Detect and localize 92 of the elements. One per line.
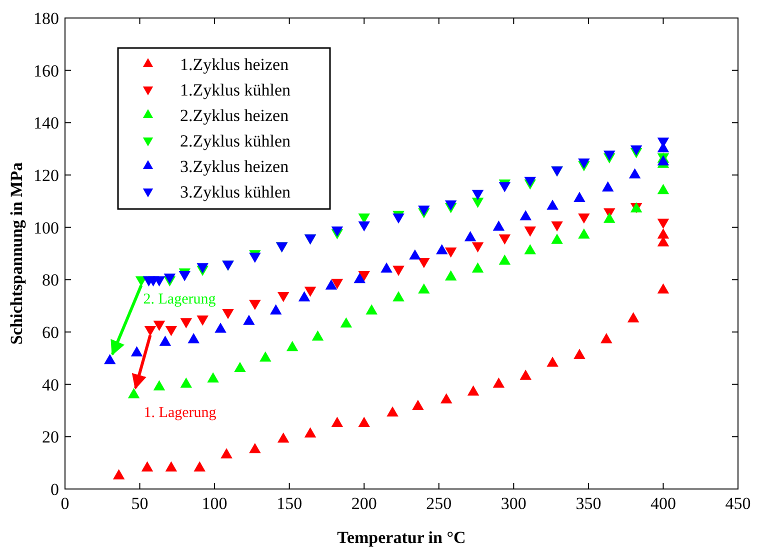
point [524,176,536,188]
x-tick-label: 50 [131,494,148,513]
point [472,242,484,252]
point [128,388,140,398]
point [214,322,226,333]
point [524,226,536,237]
point [331,226,344,237]
legend-label: 3.Zyklus kühlen [180,182,291,202]
point [260,351,272,362]
point [234,362,246,372]
x-axis-title: Temperatur in °C [337,528,466,547]
y-tick-label: 160 [34,61,59,80]
point [444,247,457,258]
point [112,469,125,480]
x-tick-label: 350 [576,494,602,513]
annotation: 2. Lagerung [143,292,216,308]
point [498,182,511,192]
legend-label: 1.Zyklus kühlen [180,80,291,100]
point [141,461,154,472]
y-tick-label: 80 [42,270,59,290]
y-tick-label: 140 [34,114,59,133]
y-tick-label: 60 [42,323,59,342]
point [386,406,398,417]
y-tick-label: 0 [50,480,59,499]
point [178,271,191,282]
legend-label: 2.Zyklus kühlen [180,132,291,150]
point [164,274,176,284]
point [444,200,457,211]
point [331,278,344,290]
point [130,346,143,356]
point [142,276,155,286]
x-tick-label: 450 [725,494,751,513]
y-tick-label: 20 [42,428,59,447]
point [104,354,116,364]
point [412,400,424,410]
point [153,380,166,390]
x-tick-label: 400 [650,494,676,513]
point [358,271,370,282]
point [304,427,316,438]
point [180,378,192,388]
point [467,385,480,396]
point [578,213,590,224]
point [159,336,172,346]
point [340,317,352,328]
point [249,252,261,263]
point [546,356,558,367]
point [249,442,261,454]
point [304,286,316,297]
point [440,393,452,404]
y-tick-label: 100 [34,218,59,238]
x-tick-label: 250 [426,494,452,513]
annotation: 1. Lagerung [144,404,217,421]
point [277,432,290,443]
point [220,448,232,458]
point [392,213,404,224]
point [551,221,563,232]
point [207,372,219,382]
point [358,416,370,427]
point [418,206,430,216]
point [418,258,430,268]
point [194,461,206,472]
point [196,263,208,274]
x-tick-label: 300 [500,494,526,513]
x-tick-label: 200 [351,494,377,513]
point [498,234,511,245]
point [600,333,612,344]
point [603,150,616,161]
point [165,461,178,472]
x-tick-label: 100 [202,494,228,513]
point [286,340,298,352]
point [492,378,505,388]
point [520,370,532,380]
y-tick-label: 120 [34,166,59,185]
y-axis-title: Schichtspannung in MPa [7,162,26,345]
point [578,158,590,169]
point [188,333,200,344]
point [392,266,404,276]
point [331,416,344,427]
point [312,330,324,341]
point [277,292,290,302]
x-tick-label: 150 [276,494,302,513]
point [630,145,642,156]
legend-label: 1.Zyklus heizen [180,55,290,74]
y-tick-label: 180 [34,9,59,28]
point [574,348,586,359]
legend-label: 2.Zyklus heizen [180,106,290,125]
point [472,190,484,200]
point [472,198,484,208]
point [358,221,370,232]
point [657,218,670,229]
legend-label: 3.Zyklus heizen [180,157,290,176]
y-tick-label: 40 [42,375,59,394]
